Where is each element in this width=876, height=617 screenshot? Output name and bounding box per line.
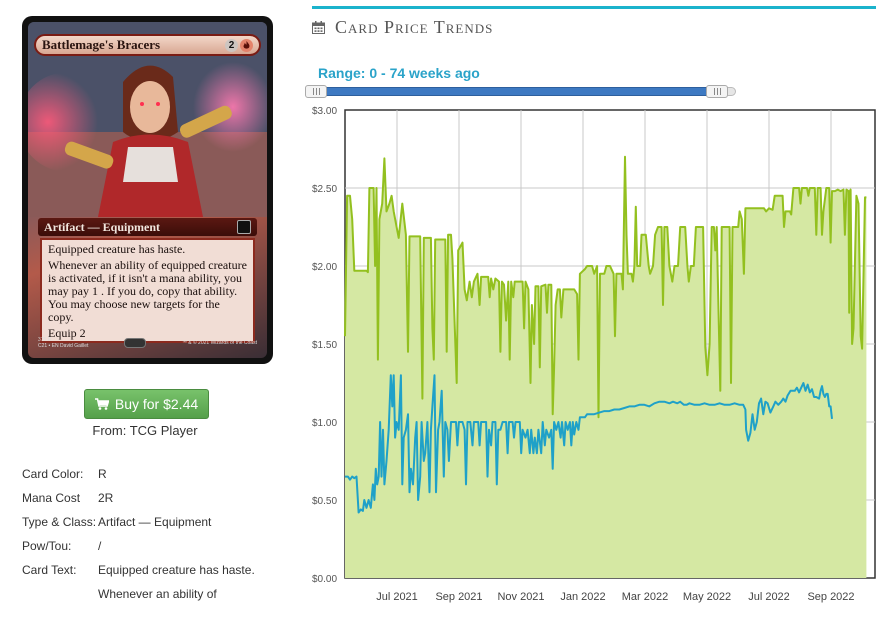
range-slider[interactable] [305,85,736,98]
card-type-line: Artifact — Equipment [44,219,160,234]
y-tick-label: $2.50 [312,184,337,195]
card-name: Battlemage's Bracers [42,37,161,52]
attribute-value: Whenever an ability of [98,587,217,601]
card-rules-box: Equipped creature has haste. Whenever an… [40,238,255,343]
price-line-lower [345,374,833,514]
attribute-label: Card Color: [22,467,84,481]
card-rule-line: Equip 2 [48,326,86,340]
attribute-label: Type & Class: [22,515,97,529]
attribute-row: Mana Cost 2R [22,490,282,514]
mana-symbol-generic: 2 [225,38,238,52]
x-tick-label: Mar 2022 [622,591,668,603]
trends-header: Card Price Trends [312,17,493,38]
calendar-icon [312,21,325,34]
card-rule-line: Equipped creature has haste. [48,242,186,256]
attribute-label: Mana Cost [22,491,81,505]
card-footer-badge [124,338,147,348]
card-name-bar: Battlemage's Bracers 2 [34,34,261,56]
y-tick-label: $0.50 [312,496,337,507]
card-attributes: Card Color: R Mana Cost 2R Type & Class:… [22,466,282,610]
range-slider-handle-end[interactable] [706,85,728,98]
y-tick-label: $1.50 [312,340,337,351]
attribute-value: Equipped creature has haste. [98,563,255,577]
attribute-row: Pow/Tou: / [22,538,282,562]
attribute-value: Artifact — Equipment [98,515,212,529]
range-label: Range: 0 - 74 weeks ago [318,65,480,81]
attribute-value: 2R [98,491,114,505]
card-copyright: ™ & © 2021 Wizards of the Coast [181,340,257,346]
trends-title: Card Price Trends [335,17,494,37]
range-slider-selection [319,87,723,96]
card-frame: Battlemage's Bracers 2 Artifact — Equipm… [28,22,267,358]
card-set-line: C21 • EN [38,343,59,349]
x-tick-label: May 2022 [683,591,731,603]
card-footer: 375 R C21 • EN David Gaillet ™ & © 2021 … [38,336,257,350]
card-type-bar: Artifact — Equipment [38,218,257,236]
section-divider [312,6,876,9]
attribute-row: Card Text: Equipped creature has haste. [22,562,282,586]
y-tick-label: $3.00 [312,106,337,117]
card-collector-number: 375 R [38,337,52,343]
chart-axes: $0.00 $0.50 $1.00 $1.50 $2.00 $2.50 $3.00 Jul 2… [312,106,855,603]
attribute-value: R [98,467,107,481]
y-tick-label: $2.00 [312,262,337,273]
range-slider-handle-start[interactable] [305,85,327,98]
x-tick-label: Nov 2021 [497,591,544,603]
price-area-fill [345,156,867,579]
attribute-label: Card Text: [22,563,77,577]
y-tick-label: $1.00 [312,418,337,429]
cart-icon [94,398,109,410]
x-tick-label: Jul 2021 [376,591,418,603]
attribute-label [22,586,98,610]
card-image[interactable]: Battlemage's Bracers 2 Artifact — Equipm… [22,16,273,364]
mana-symbol-red-icon [240,38,253,52]
attribute-value: / [98,539,102,553]
attribute-label: Pow/Tou: [22,539,72,553]
price-chart-svg: $0.00 $0.50 $1.00 $1.50 $2.00 $2.50 $3.00 Jul 2… [312,106,876,603]
y-tick-label: $0.00 [312,574,337,585]
card-mana-cost: 2 [225,38,253,52]
buy-button-label: Buy for $2.44 [114,396,199,412]
x-tick-label: Jan 2022 [560,591,605,603]
buy-source: From: TCG Player [92,423,198,438]
x-tick-label: Sep 2021 [435,591,482,603]
price-chart: $0.00 $0.50 $1.00 $1.50 $2.00 $2.50 $3.00 Jul 2… [312,102,876,612]
attribute-row: Whenever an ability of [22,586,282,610]
card-artist: David Gaillet [60,343,89,349]
card-footer-info: 375 R C21 • EN David Gaillet [38,337,88,349]
price-line-upper [344,155,867,419]
chart-series [344,155,867,579]
attribute-row: Card Color: R [22,466,282,490]
x-tick-label: Sep 2022 [807,591,854,603]
buy-button[interactable]: Buy for $2.44 [84,389,209,419]
x-tick-label: Jul 2022 [748,591,790,603]
card-rule-line: Whenever an ability of equipped creature… [48,258,247,324]
set-symbol-icon [237,220,251,234]
attribute-row: Type & Class: Artifact — Equipment [22,514,282,538]
